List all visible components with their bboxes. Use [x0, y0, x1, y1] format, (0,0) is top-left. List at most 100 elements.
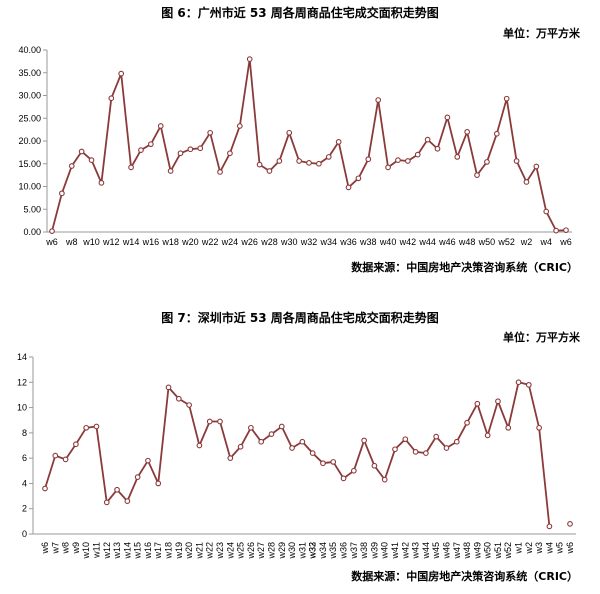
- data-point: [325, 154, 332, 160]
- x-tick-label: w24: [221, 237, 239, 247]
- x-tick-label: w44: [418, 237, 436, 247]
- x-tick-label: w6: [40, 542, 50, 555]
- x-tick-label: w6: [565, 542, 575, 555]
- y-tick-label: 35.00: [18, 68, 41, 78]
- data-point: [167, 168, 174, 174]
- series-line: [51, 58, 567, 232]
- data-point: [306, 159, 312, 166]
- x-tick-label: w33: [308, 542, 318, 560]
- data-point: [73, 441, 79, 448]
- data-point: [155, 480, 162, 487]
- x-tick-label: w39: [369, 542, 379, 560]
- data-point: [289, 445, 295, 451]
- x-tick-label: w44: [421, 542, 431, 560]
- x-tick-label: w41: [390, 542, 400, 560]
- x-tick-label: w49: [472, 542, 482, 560]
- y-tick-label: 15.00: [18, 159, 41, 169]
- data-point: [147, 141, 154, 148]
- x-tick-label: w28: [260, 237, 278, 247]
- x-tick-label: w6: [559, 237, 572, 247]
- x-tick-label: w8: [65, 237, 78, 247]
- x-tick-label: w2: [520, 237, 533, 247]
- data-point: [454, 154, 461, 160]
- data-point: [98, 180, 105, 186]
- data-point: [395, 157, 401, 163]
- data-point: [206, 418, 213, 425]
- data-point: [266, 168, 273, 174]
- data-point: [385, 164, 391, 171]
- x-tick-label: w19: [174, 542, 184, 560]
- x-tick-label: w17: [153, 542, 163, 560]
- x-tick-label: w1: [514, 542, 524, 555]
- data-point: [365, 156, 372, 163]
- x-tick-label: w50: [483, 542, 493, 560]
- x-tick-label: w20: [181, 237, 199, 247]
- data-point: [256, 161, 263, 168]
- x-tick-label: w14: [122, 237, 140, 247]
- x-tick-label: w46: [441, 542, 451, 560]
- x-tick-label: w2: [524, 542, 534, 555]
- data-point: [525, 381, 532, 388]
- data-point: [375, 97, 382, 103]
- x-tick-label: w43: [411, 542, 421, 560]
- x-tick-label: w9: [71, 542, 81, 555]
- x-tick-label: w45: [431, 542, 441, 560]
- data-point: [340, 475, 347, 482]
- x-tick-label: w11: [91, 542, 101, 559]
- data-point: [515, 379, 522, 386]
- data-point: [361, 437, 367, 444]
- data-point: [330, 459, 337, 465]
- data-point: [453, 438, 460, 445]
- x-tick-label: w32: [300, 237, 318, 247]
- x-tick-label: w48: [458, 237, 476, 247]
- x-tick-label: w22: [205, 542, 215, 560]
- data-point: [553, 227, 559, 234]
- data-point: [484, 159, 490, 165]
- x-tick-label: w22: [201, 237, 219, 247]
- data-point: [49, 228, 55, 234]
- data-point: [217, 418, 223, 425]
- series-line: [45, 382, 570, 526]
- data-point: [196, 442, 203, 449]
- x-tick-label: w24: [225, 542, 235, 560]
- x-tick-label: w10: [81, 542, 91, 560]
- x-tick-label: w50: [478, 237, 496, 247]
- data-point: [286, 129, 293, 136]
- x-tick-label: w52: [497, 237, 515, 247]
- x-tick-label: w37: [349, 542, 359, 560]
- data-point: [345, 184, 352, 191]
- x-tick-label: w28: [266, 542, 276, 560]
- data-point: [464, 419, 470, 426]
- data-point: [88, 157, 95, 163]
- x-tick-label: w26: [246, 542, 256, 560]
- x-tick-label: w26: [240, 237, 258, 247]
- data-point: [68, 163, 75, 169]
- x-tick-label: w15: [133, 542, 143, 560]
- data-point: [533, 163, 540, 170]
- x-tick-label: w32: [308, 542, 318, 560]
- data-point: [268, 431, 275, 437]
- y-tick-label: 10.00: [18, 182, 41, 192]
- data-point: [276, 158, 283, 164]
- data-point: [62, 456, 69, 463]
- data-point: [42, 485, 48, 492]
- data-point: [423, 450, 429, 456]
- data-point: [108, 95, 115, 102]
- data-point: [52, 452, 59, 459]
- x-tick-label: w8: [61, 542, 71, 555]
- data-point: [493, 130, 500, 137]
- x-tick-label: w38: [359, 237, 377, 247]
- data-point: [484, 432, 491, 439]
- data-point: [83, 424, 90, 431]
- y-tick-label: 4: [22, 478, 27, 488]
- x-tick-label: w12: [102, 542, 112, 560]
- data-point: [371, 462, 378, 469]
- data-point: [316, 160, 322, 167]
- x-tick-label: w34: [320, 237, 338, 247]
- data-point: [309, 450, 316, 456]
- data-point: [278, 423, 285, 430]
- data-point: [138, 147, 144, 153]
- data-point: [350, 467, 357, 474]
- x-tick-label: w35: [328, 542, 338, 560]
- x-tick-label: w14: [122, 542, 132, 560]
